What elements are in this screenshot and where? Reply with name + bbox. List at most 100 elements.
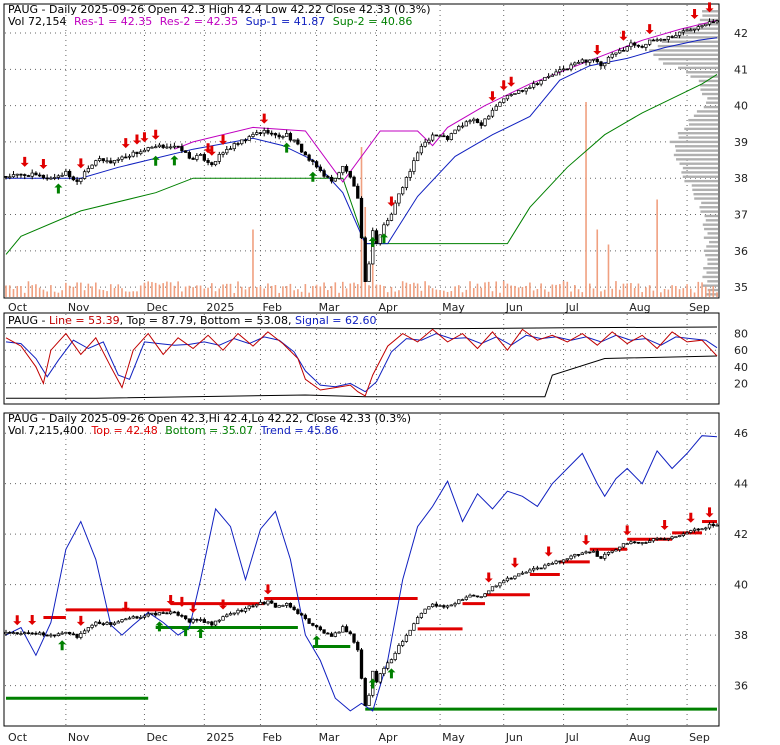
candle-body (161, 144, 165, 148)
candle-body (187, 152, 192, 159)
candle-body (232, 143, 236, 150)
candle-body (475, 595, 480, 598)
sell-arrow (507, 76, 516, 87)
candle-body (97, 621, 102, 624)
volume-bar (282, 286, 284, 297)
x-tick-label: Oct (8, 301, 28, 314)
candle-body (19, 633, 23, 635)
candle-body (172, 611, 177, 614)
candle-body (419, 612, 424, 618)
candle-body (711, 21, 715, 24)
buy-arrow (170, 155, 179, 166)
candle-body (49, 177, 53, 180)
volume-bar (102, 289, 105, 297)
volume-profile-bar (706, 271, 718, 274)
volume-bar (192, 287, 194, 297)
volume-bar (484, 282, 486, 297)
candle-body (120, 619, 124, 623)
volume-bar (154, 282, 157, 297)
volume-bar (91, 286, 93, 297)
volume-bar (581, 292, 584, 297)
candle-body (217, 153, 221, 162)
candle-body (700, 528, 704, 531)
candle-body (15, 632, 19, 635)
volume-bar (716, 292, 718, 297)
signal-line (5, 333, 718, 393)
header-line: PAUG - Daily 2025-09-26 Open 42.3 High 4… (8, 3, 431, 16)
volume-bar (27, 281, 30, 297)
candle-body (206, 160, 210, 163)
buy-arrow (155, 621, 164, 632)
candle-body (303, 614, 308, 619)
sell-arrow (260, 113, 269, 124)
candle-body (569, 64, 573, 70)
candle-body (116, 158, 120, 161)
candle-body (64, 631, 68, 634)
volume-profile-bar (700, 84, 718, 87)
candle-body (662, 38, 667, 41)
volume-bar (592, 288, 595, 297)
volume-bar (38, 287, 41, 297)
volume-bar (472, 288, 475, 297)
x-tick-label: Apr (378, 301, 398, 314)
volume-bar (596, 229, 599, 297)
volume-profile-bar (678, 31, 718, 35)
x-tick-label: May (442, 301, 465, 314)
sell-arrow (189, 602, 198, 613)
volume-profile-bar (699, 206, 718, 209)
candle-body (202, 154, 206, 161)
volume-profile-bar (703, 236, 718, 239)
candle-body (296, 139, 300, 145)
candle-body (247, 136, 251, 141)
candle-body (240, 139, 244, 145)
volume-bar (327, 290, 329, 297)
candle-body (79, 178, 83, 182)
volume-bar (401, 281, 404, 297)
volume-bar (660, 292, 662, 297)
candle-body (640, 542, 644, 544)
volume-bar (525, 285, 527, 297)
candle-body (393, 652, 397, 660)
candle-body (647, 540, 652, 543)
candle-body (299, 143, 304, 153)
sell-arrow (151, 129, 160, 140)
candle-body (576, 554, 581, 556)
volume-profile-bar (673, 153, 718, 157)
candle-body (479, 122, 483, 126)
x-tick-label: May (442, 731, 465, 744)
top-line (6, 326, 718, 330)
volume-bar (603, 289, 606, 297)
candle-body (401, 641, 405, 646)
candle-body (307, 154, 311, 161)
candle-body (520, 572, 525, 575)
volume-bar (35, 284, 37, 297)
volume-bar (652, 290, 655, 297)
candle-body (60, 174, 64, 177)
candle-body (599, 556, 603, 559)
volume-bar (480, 287, 483, 297)
candle-body (333, 177, 337, 182)
candle-body (543, 564, 547, 569)
candle-body (367, 263, 371, 283)
volume-profile-bar (703, 267, 718, 270)
volume-label: Vol 72,154 (8, 15, 66, 28)
volume-bar (416, 283, 419, 297)
candle-body (588, 59, 592, 63)
sell-arrow (619, 30, 628, 41)
candle-body (468, 594, 472, 598)
buy-arrow (54, 183, 63, 194)
x-tick-label: Jun (505, 731, 523, 744)
svg-text:Vol 72,154 Res-1 = 42.35: Vol 72,154 Res-1 = 42.35 Res-2 = 42.35 S… (8, 15, 412, 28)
sup2-line (5, 73, 718, 255)
candle-body (554, 71, 558, 76)
candle-body (135, 616, 139, 619)
sup1-label: Sup-1 = 41.87 (246, 15, 326, 28)
candle-body (348, 631, 352, 635)
volume-bar (712, 286, 715, 297)
volume-bar (697, 281, 700, 297)
y-tick-label: 35 (734, 281, 748, 294)
candle-body (195, 619, 199, 621)
volume-bar (457, 285, 460, 297)
volume-bar (536, 289, 539, 297)
volume-bar (5, 285, 7, 297)
